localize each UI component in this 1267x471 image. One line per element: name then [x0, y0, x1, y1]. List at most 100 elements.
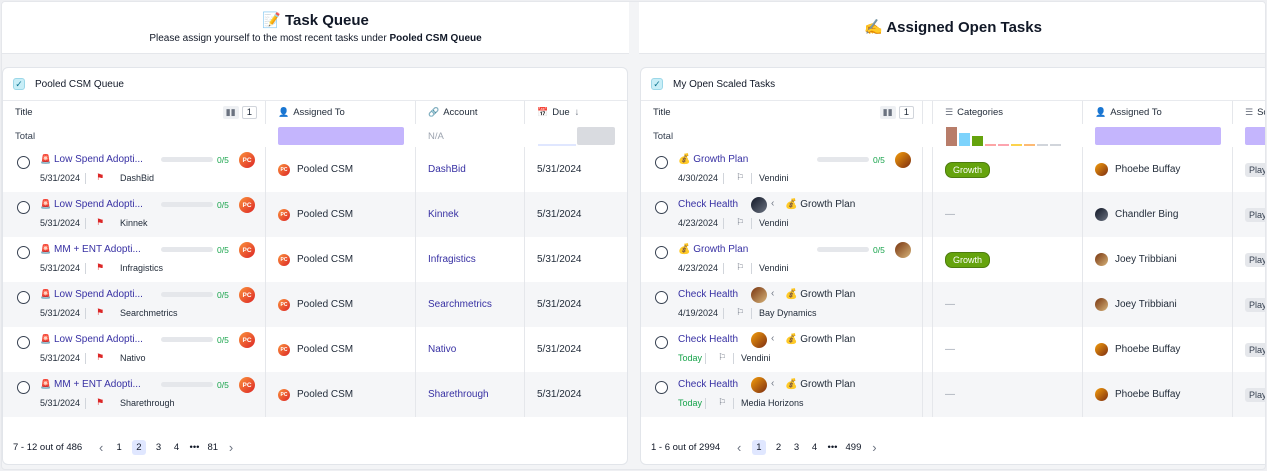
- page-button[interactable]: 4: [173, 441, 180, 453]
- status-badge[interactable]: Play: [1245, 207, 1265, 222]
- page-button[interactable]: 1: [116, 441, 122, 453]
- task-title-link[interactable]: 💰 Growth Plan: [678, 244, 749, 255]
- avatar-pc[interactable]: PC: [239, 377, 255, 393]
- avatar-pc[interactable]: PC: [239, 152, 255, 168]
- assignee-avatar[interactable]: [751, 197, 767, 213]
- account-link[interactable]: Infragistics: [428, 254, 476, 265]
- parent-task[interactable]: 💰 Growth Plan: [785, 379, 856, 390]
- task-title-link[interactable]: MM + ENT Adopti...: [54, 379, 141, 390]
- assignee-avatar[interactable]: [751, 377, 767, 393]
- next-page-button[interactable]: ›: [228, 439, 234, 455]
- task-title-link[interactable]: Check Health: [678, 334, 739, 345]
- account-link[interactable]: Sharethrough: [428, 389, 489, 400]
- page-button[interactable]: •••: [827, 441, 838, 453]
- status-badge[interactable]: Play: [1245, 297, 1265, 312]
- next-page-button[interactable]: ›: [872, 439, 877, 455]
- chevron-left-icon: ‹: [771, 288, 775, 299]
- flag-icon[interactable]: ⚑: [96, 172, 105, 182]
- complete-radio[interactable]: [17, 291, 30, 304]
- task-title-link[interactable]: Check Health: [678, 199, 739, 210]
- status-badge[interactable]: Play: [1245, 342, 1265, 357]
- column-categories[interactable]: ☰ Categories: [933, 101, 1083, 124]
- avatar-pc[interactable]: PC: [239, 242, 255, 258]
- complete-radio[interactable]: [655, 201, 668, 214]
- complete-radio[interactable]: [655, 246, 668, 259]
- column-assigned-to[interactable]: 👤 Assigned To: [1083, 101, 1233, 124]
- checkbox-icon[interactable]: ✓: [13, 78, 25, 90]
- bar-chart-icon[interactable]: ▮▮: [222, 106, 239, 119]
- checkbox-icon[interactable]: ✓: [651, 78, 663, 90]
- task-title-link[interactable]: Check Health: [678, 379, 739, 390]
- prev-page-button[interactable]: ‹: [99, 439, 104, 455]
- flag-icon[interactable]: ⚐: [736, 217, 745, 227]
- account-link[interactable]: Nativo: [428, 344, 457, 355]
- flag-icon[interactable]: ⚐: [736, 307, 745, 317]
- complete-radio[interactable]: [17, 156, 30, 169]
- avatar-pc[interactable]: PC: [239, 332, 255, 348]
- assignee-avatar[interactable]: [751, 287, 767, 303]
- status-badge[interactable]: Play: [1245, 162, 1265, 177]
- status-badge[interactable]: Play: [1245, 387, 1265, 402]
- account-link[interactable]: Kinnek: [428, 209, 459, 220]
- complete-radio[interactable]: [655, 336, 668, 349]
- page-button[interactable]: 1: [752, 439, 766, 455]
- avatar-pc[interactable]: PC: [239, 287, 255, 303]
- task-title-link[interactable]: Low Spend Adopti...: [54, 289, 143, 300]
- task-title-link[interactable]: Low Spend Adopti...: [54, 199, 143, 210]
- page-button[interactable]: 499: [845, 441, 862, 453]
- flag-icon[interactable]: ⚑: [96, 307, 105, 317]
- complete-radio[interactable]: [655, 291, 668, 304]
- column-due[interactable]: 📅 Due ↓: [537, 107, 580, 118]
- flag-icon[interactable]: ⚐: [718, 397, 727, 407]
- sort-down-icon[interactable]: ↓: [574, 107, 580, 118]
- task-title-link[interactable]: Low Spend Adopti...: [54, 334, 143, 345]
- complete-radio[interactable]: [17, 381, 30, 394]
- calendar-icon: 📅: [537, 107, 549, 117]
- page-button[interactable]: 2: [132, 439, 146, 455]
- avatar-pc[interactable]: PC: [239, 197, 255, 213]
- progress-bar: [161, 337, 213, 342]
- flag-icon[interactable]: ⚐: [718, 352, 727, 362]
- complete-radio[interactable]: [17, 246, 30, 259]
- account-link[interactable]: DashBid: [428, 164, 466, 175]
- complete-radio[interactable]: [655, 156, 668, 169]
- task-title-link[interactable]: MM + ENT Adopti...: [54, 244, 141, 255]
- flag-icon[interactable]: ⚑: [96, 217, 105, 227]
- column-title[interactable]: Title ▮▮ 1: [641, 101, 923, 124]
- page-button[interactable]: 81: [207, 441, 219, 453]
- flag-icon[interactable]: ⚑: [96, 397, 105, 407]
- complete-radio[interactable]: [655, 381, 668, 394]
- parent-task[interactable]: 💰 Growth Plan: [785, 334, 856, 345]
- page-button[interactable]: 2: [775, 441, 782, 453]
- page-button[interactable]: 3: [155, 441, 162, 453]
- complete-radio[interactable]: [17, 336, 30, 349]
- categories-cell: —: [933, 192, 1083, 237]
- complete-radio[interactable]: [17, 201, 30, 214]
- column-status[interactable]: ☰Sc: [1245, 107, 1265, 118]
- column-title[interactable]: Title ▮▮ 1: [3, 101, 266, 124]
- task-title-link[interactable]: 💰 Growth Plan: [678, 154, 749, 165]
- parent-task[interactable]: 💰 Growth Plan: [785, 199, 856, 210]
- task-title-link[interactable]: Check Health: [678, 289, 739, 300]
- page-button[interactable]: 3: [793, 441, 800, 453]
- status-badge[interactable]: Play: [1245, 252, 1265, 267]
- flag-icon[interactable]: ⚑: [96, 352, 105, 362]
- bar-chart-icon[interactable]: ▮▮: [879, 106, 896, 119]
- column-account[interactable]: 🔗 Account: [416, 101, 525, 124]
- assignee-avatar[interactable]: [895, 152, 911, 168]
- page-button[interactable]: 4: [811, 441, 818, 453]
- column-assigned-to[interactable]: 👤 Assigned To: [266, 101, 416, 124]
- flag-icon[interactable]: ⚑: [96, 262, 105, 272]
- account-link[interactable]: Searchmetrics: [428, 299, 492, 310]
- separator: [723, 218, 724, 229]
- assignee-avatar[interactable]: [751, 332, 767, 348]
- page-button[interactable]: •••: [189, 441, 200, 453]
- account-total: N/A: [428, 130, 444, 142]
- flag-icon[interactable]: ⚐: [736, 172, 745, 182]
- parent-task[interactable]: 💰 Growth Plan: [785, 289, 856, 300]
- flag-icon[interactable]: ⚐: [736, 262, 745, 272]
- assignee-avatar[interactable]: [895, 242, 911, 258]
- pooled-csm-queue-card: ✓ Pooled CSM Queue Title ▮▮ 1 👤 Assigned …: [2, 67, 628, 465]
- prev-page-button[interactable]: ‹: [737, 439, 742, 455]
- task-title-link[interactable]: Low Spend Adopti...: [54, 154, 143, 165]
